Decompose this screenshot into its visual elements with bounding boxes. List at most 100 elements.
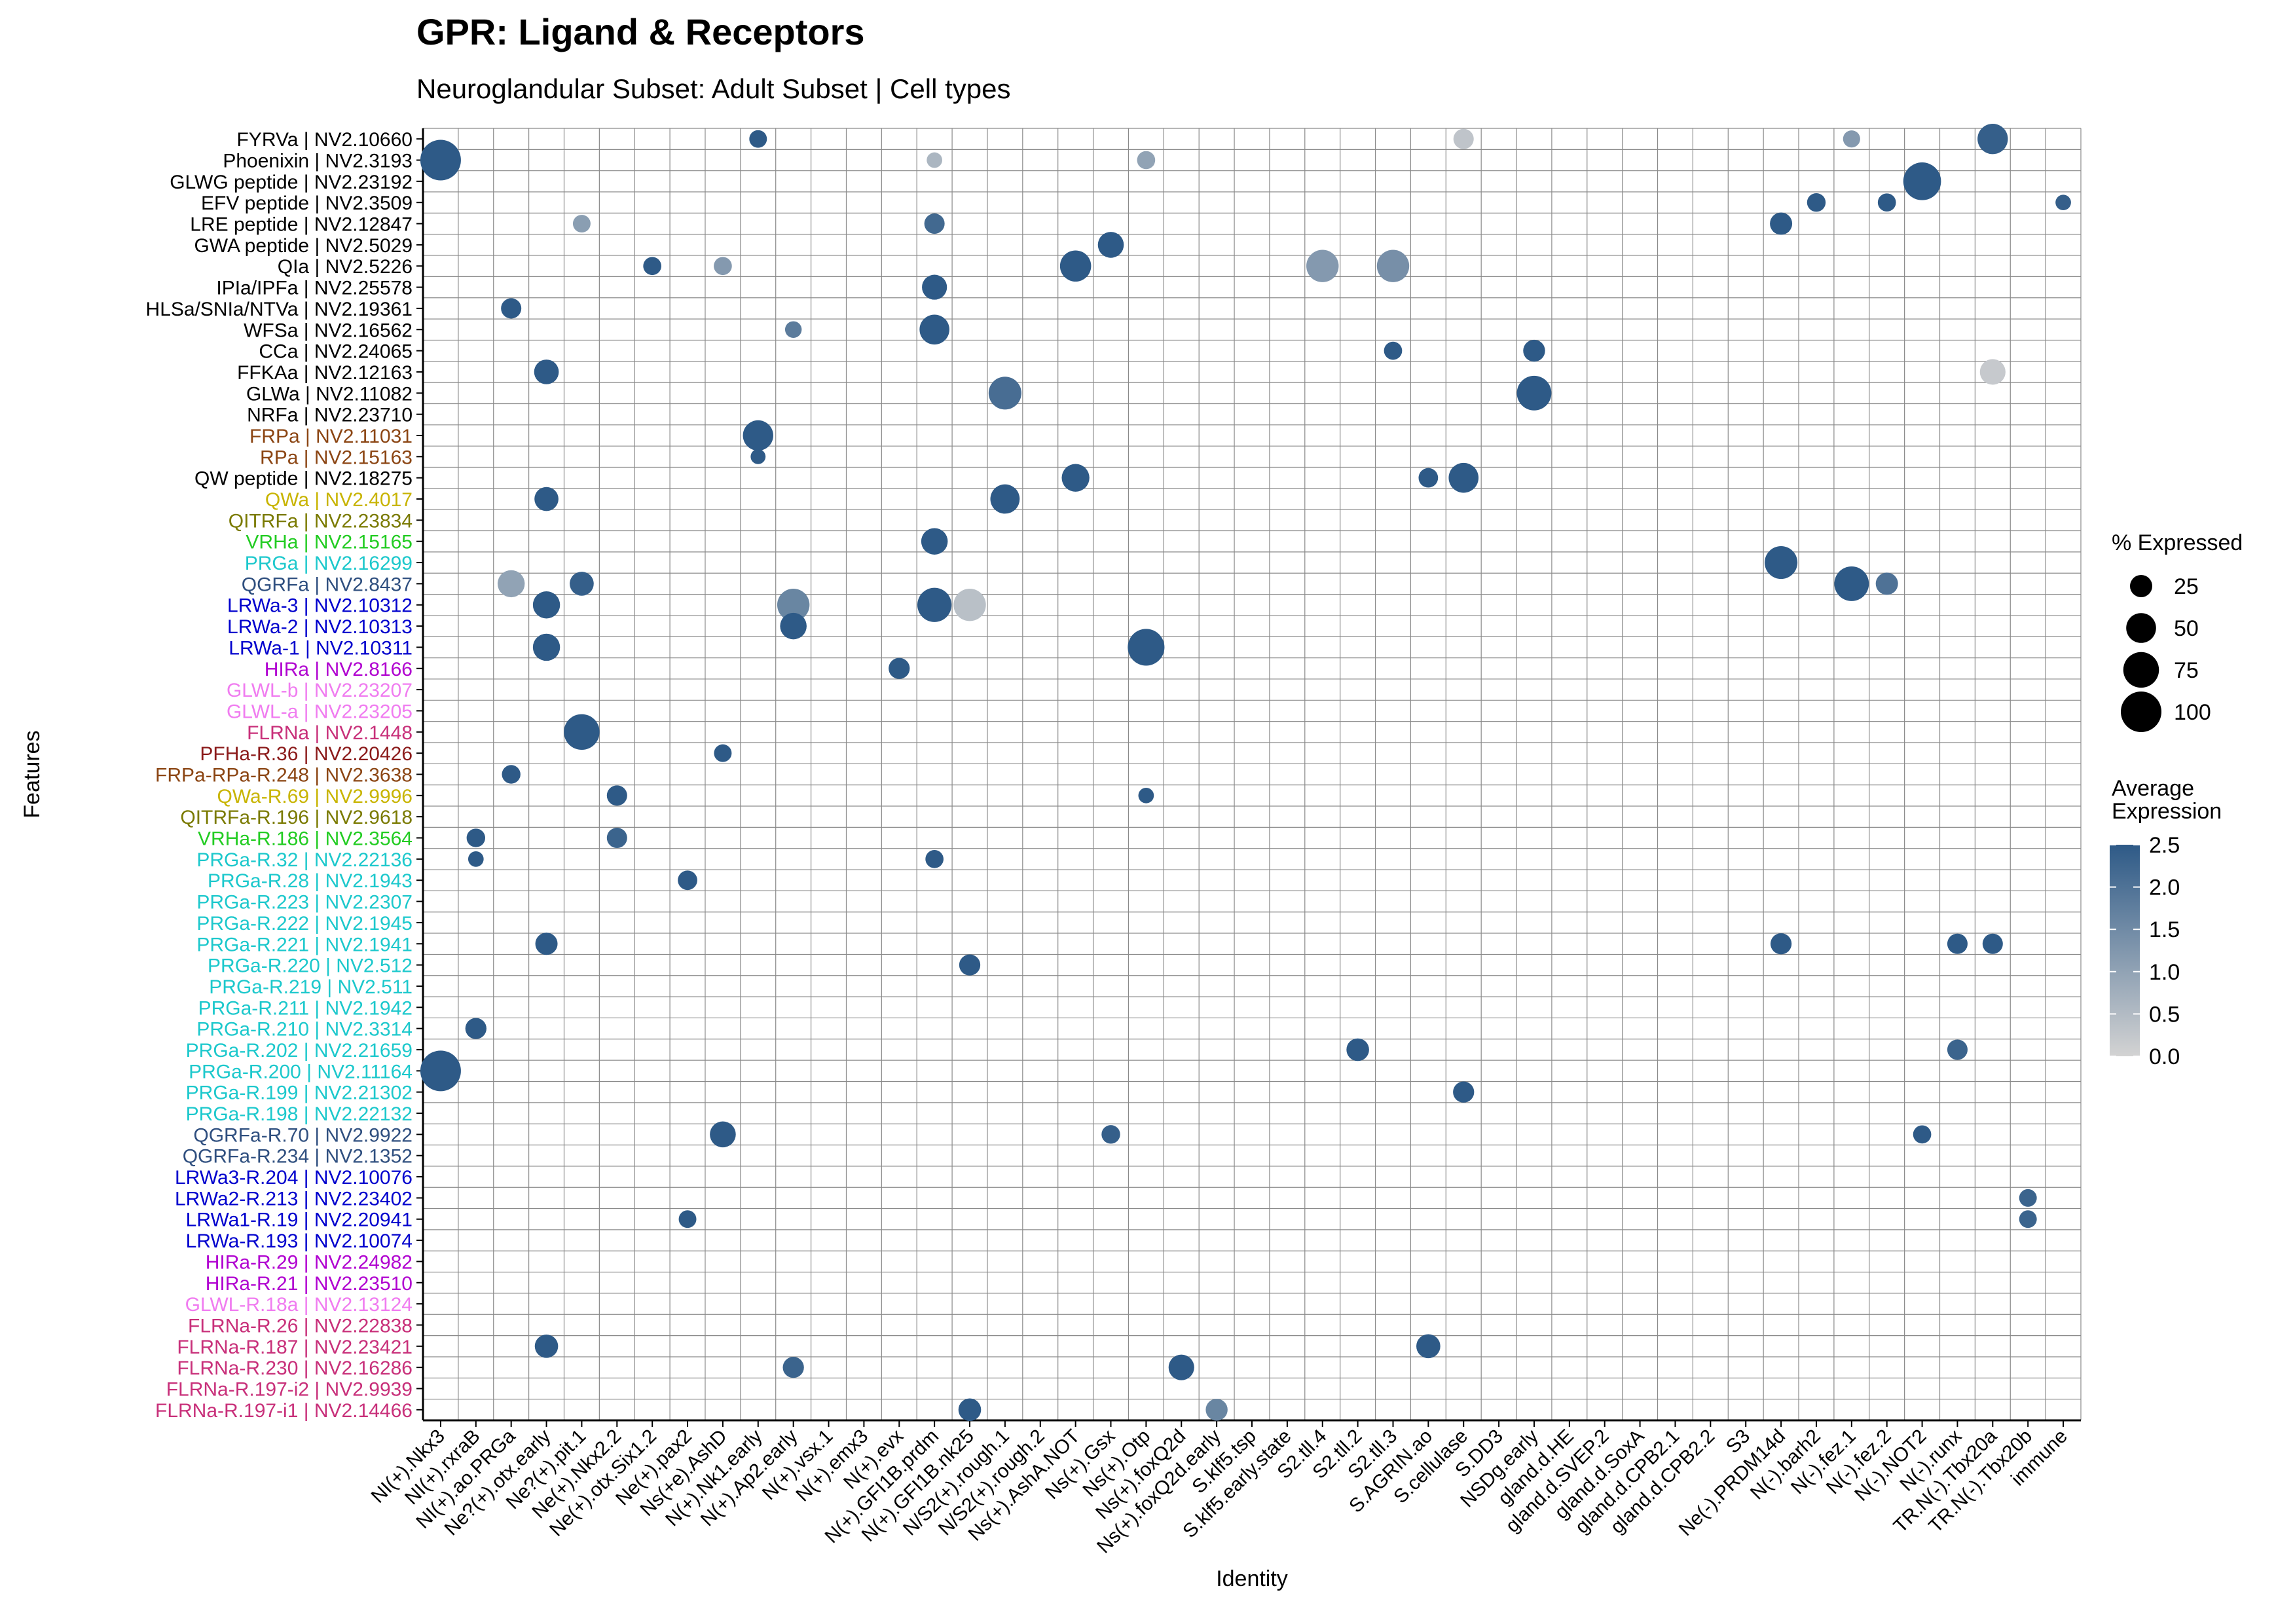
data-point: [1168, 1354, 1194, 1380]
y-tick-label: GLWa | NV2.11082: [246, 383, 413, 405]
y-tick-label: QIa | NV2.5226: [278, 256, 413, 278]
data-point: [921, 528, 948, 555]
data-point: [925, 850, 944, 868]
data-point: [1448, 462, 1479, 493]
data-point: [1205, 1399, 1228, 1421]
data-point: [917, 587, 952, 622]
y-tick-label: LRE peptide | NV2.12847: [190, 214, 413, 236]
data-point: [750, 449, 766, 464]
data-points: [420, 123, 2071, 1422]
data-point: [889, 657, 910, 679]
data-point: [958, 1398, 982, 1422]
data-point: [497, 570, 525, 598]
data-point: [743, 420, 773, 451]
y-tick-label: PFHa-R.36 | NV2.20426: [200, 743, 413, 765]
data-point: [1061, 464, 1090, 492]
data-point: [1875, 572, 1898, 595]
color-legend-label: 2.0: [2149, 876, 2180, 900]
data-point: [465, 1018, 487, 1039]
size-legend-title: % Expressed: [2112, 530, 2243, 555]
size-legend-dot: [2130, 575, 2152, 597]
y-tick-label: FLRNa-R.197-i1 | NV2.14466: [155, 1400, 413, 1422]
data-point: [1516, 375, 1552, 411]
chart-subtitle: Neuroglandular Subset: Adult Subset | Ce…: [416, 73, 1010, 104]
color-legend-label: 1.0: [2149, 960, 2180, 985]
y-tick-label: PRGa-R.223 | NV2.2307: [196, 892, 413, 913]
data-point: [953, 589, 986, 621]
data-point: [1979, 359, 2006, 385]
data-point: [606, 785, 627, 806]
y-tick-label: GLWL-b | NV2.23207: [227, 680, 413, 701]
y-tick-label: PRGa-R.202 | NV2.21659: [186, 1040, 413, 1061]
y-tick-label: PRGa-R.220 | NV2.512: [208, 955, 413, 977]
size-legend-label: 25: [2174, 574, 2199, 599]
y-tick-label: PRGa-R.221 | NV2.1941: [196, 934, 413, 955]
data-point: [922, 274, 947, 300]
size-legend: % Expressed 25 50 75 100: [2112, 530, 2243, 732]
y-tick-label: PRGa-R.199 | NV2.21302: [186, 1082, 413, 1104]
y-tick-label: CCa | NV2.24065: [259, 341, 413, 363]
y-tick-label: FLRNa-R.197-i2 | NV2.9939: [166, 1378, 413, 1400]
data-point: [784, 321, 802, 338]
y-tick-label: GLWG peptide | NV2.23192: [170, 172, 413, 193]
y-tick-label: PRGa-R.28 | NV2.1943: [208, 870, 413, 892]
data-point: [1384, 341, 1403, 360]
data-point: [1453, 1081, 1475, 1103]
data-point: [782, 1357, 804, 1378]
data-point: [1834, 566, 1869, 601]
y-tick-label: PRGa-R.200 | NV2.11164: [189, 1061, 413, 1082]
data-point: [1137, 151, 1156, 170]
y-tick-label: LRWa3-R.204 | NV2.10076: [175, 1167, 413, 1189]
data-point: [535, 932, 558, 955]
y-tick-label: HIRa-R.29 | NV2.24982: [206, 1251, 413, 1273]
x-axis-title: Identity: [1216, 1566, 1288, 1591]
data-point: [1765, 546, 1798, 580]
chart-title: GPR: Ligand & Receptors: [416, 11, 865, 52]
data-point: [532, 591, 560, 619]
data-point: [1877, 193, 1896, 212]
data-point: [502, 765, 521, 784]
color-legend-title: Average: [2112, 776, 2194, 801]
data-point: [643, 257, 662, 276]
data-point: [1138, 787, 1154, 803]
data-point: [1346, 1038, 1369, 1061]
data-point: [534, 360, 559, 384]
y-tick-label: LRWa1-R.19 | NV2.20941: [186, 1209, 413, 1231]
y-tick-label: QGRFa-R.70 | NV2.9922: [193, 1124, 413, 1146]
y-tick-label: FRPa | NV2.11031: [249, 426, 413, 447]
color-legend-title: Expression: [2112, 799, 2222, 824]
data-point: [924, 213, 945, 234]
y-tick-label: PRGa-R.222 | NV2.1945: [196, 913, 413, 934]
data-point: [1977, 123, 2008, 155]
y-tick-label: FLRNa | NV2.1448: [247, 722, 413, 744]
y-tick-label: EFV peptide | NV2.3509: [201, 193, 413, 214]
data-point: [714, 257, 732, 276]
y-tick-label: PRGa-R.211 | NV2.1942: [198, 997, 413, 1019]
data-point: [501, 298, 522, 319]
data-point: [1418, 468, 1439, 488]
data-point: [710, 1121, 736, 1148]
y-tick-label: LRWa-3 | NV2.10312: [227, 595, 413, 617]
y-tick-label: HIRa-R.21 | NV2.23510: [206, 1273, 413, 1295]
color-legend-label: 2.5: [2149, 833, 2180, 858]
y-tick-label: NRFa | NV2.23710: [247, 405, 413, 426]
y-tick-label: QWa | NV2.4017: [265, 489, 413, 511]
data-point: [777, 589, 810, 621]
data-point: [1947, 1039, 1968, 1060]
data-point: [570, 572, 594, 596]
y-tick-label: FLRNa-R.230 | NV2.16286: [177, 1357, 413, 1379]
y-tick-label: QW peptide | NV2.18275: [194, 468, 413, 490]
y-tick-label: PRGa-R.198 | NV2.22132: [186, 1103, 413, 1125]
data-point: [466, 828, 486, 847]
data-point: [749, 130, 767, 148]
y-tick-label: LRWa2-R.213 | NV2.23402: [175, 1188, 413, 1209]
size-legend-dot: [2123, 652, 2159, 688]
size-legend-label: 50: [2174, 616, 2199, 641]
data-point: [1913, 1125, 1932, 1144]
y-tick-label: QITRFa | NV2.23834: [229, 510, 413, 532]
data-point: [988, 377, 1021, 410]
y-tick-label: HLSa/SNIa/NTVa | NV2.19361: [146, 299, 413, 320]
data-point: [1306, 249, 1339, 282]
